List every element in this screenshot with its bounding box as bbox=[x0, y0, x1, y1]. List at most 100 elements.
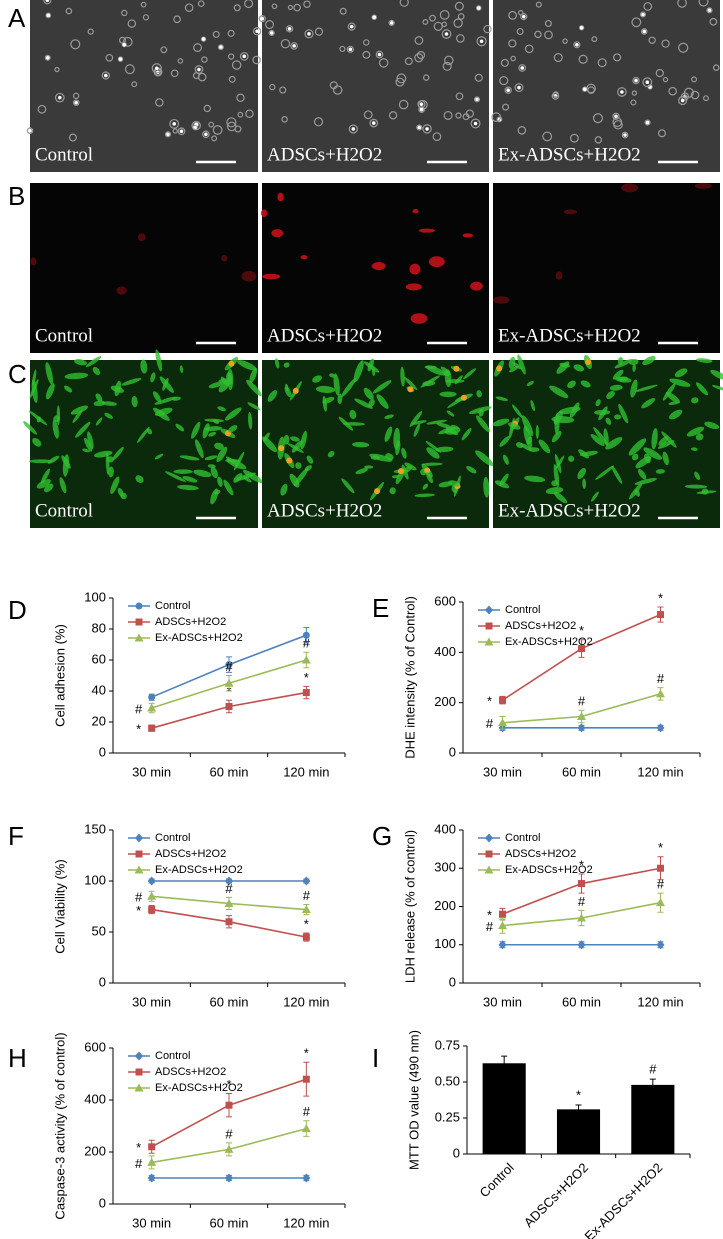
cell bbox=[528, 447, 540, 452]
cell bbox=[228, 425, 238, 433]
image-label: ADSCs+H2O2 bbox=[267, 325, 382, 346]
cell bbox=[404, 57, 413, 66]
cell bbox=[369, 118, 379, 128]
cell bbox=[45, 12, 52, 19]
cell bbox=[419, 102, 424, 106]
cell bbox=[438, 481, 453, 488]
cell bbox=[455, 92, 464, 101]
cell bbox=[226, 117, 237, 128]
cell bbox=[114, 380, 122, 397]
cell bbox=[150, 372, 156, 383]
cell bbox=[573, 41, 581, 49]
cell bbox=[578, 54, 588, 64]
significance: # bbox=[657, 671, 665, 686]
cell bbox=[621, 183, 639, 193]
significance: * bbox=[226, 1077, 231, 1092]
cell bbox=[346, 45, 354, 53]
cell bbox=[62, 454, 70, 477]
cell bbox=[378, 58, 389, 68]
cell bbox=[140, 359, 148, 374]
cell bbox=[446, 410, 455, 417]
cell bbox=[579, 450, 598, 457]
cell bbox=[413, 423, 421, 438]
cell bbox=[329, 373, 336, 378]
cell bbox=[577, 467, 587, 479]
cell bbox=[508, 10, 518, 20]
marker bbox=[224, 678, 234, 687]
significance: # bbox=[135, 701, 143, 716]
cell bbox=[397, 468, 404, 475]
cell bbox=[200, 36, 207, 42]
x-tick-label: 30 min bbox=[132, 764, 171, 779]
cell bbox=[410, 313, 428, 324]
cell bbox=[521, 14, 526, 19]
cell bbox=[684, 484, 708, 489]
marker bbox=[225, 661, 233, 669]
marker bbox=[577, 712, 586, 721]
cell bbox=[591, 491, 599, 502]
cell bbox=[353, 360, 364, 383]
cell bbox=[454, 375, 463, 385]
cell bbox=[59, 477, 67, 494]
cell bbox=[422, 19, 429, 25]
micrograph bbox=[493, 0, 720, 172]
cell bbox=[526, 380, 534, 387]
cell bbox=[333, 373, 340, 396]
legend-label: ADSCs+H2O2 bbox=[505, 848, 576, 860]
cell bbox=[70, 405, 89, 415]
cell bbox=[46, 13, 51, 18]
cell bbox=[347, 22, 356, 31]
cell bbox=[291, 440, 303, 453]
cell bbox=[421, 462, 443, 466]
cell bbox=[416, 50, 426, 60]
marker bbox=[302, 1173, 311, 1183]
cell bbox=[269, 31, 274, 35]
cell bbox=[197, 67, 201, 72]
cell bbox=[28, 459, 53, 464]
cell bbox=[280, 483, 288, 496]
cell bbox=[696, 358, 713, 363]
y-tick-label: 0 bbox=[99, 974, 106, 989]
cell bbox=[520, 13, 528, 21]
cell bbox=[524, 44, 534, 54]
cell bbox=[628, 438, 647, 456]
marker bbox=[225, 918, 233, 926]
marker bbox=[147, 876, 156, 886]
cell bbox=[587, 86, 595, 95]
cell bbox=[661, 39, 670, 48]
cell bbox=[274, 358, 280, 369]
y-tick-label: 600 bbox=[84, 1039, 106, 1054]
marker bbox=[578, 645, 585, 653]
significance: # bbox=[225, 881, 233, 896]
legend-marker bbox=[485, 622, 493, 630]
cell bbox=[228, 360, 235, 367]
cell bbox=[439, 391, 457, 398]
legend-marker bbox=[135, 850, 143, 858]
cell bbox=[582, 478, 587, 489]
cell bbox=[40, 468, 51, 484]
cell bbox=[179, 455, 200, 461]
cell bbox=[197, 72, 207, 82]
micrograph bbox=[262, 0, 489, 172]
cell bbox=[643, 447, 662, 460]
cell bbox=[217, 476, 223, 487]
cell bbox=[598, 406, 608, 421]
cell bbox=[262, 436, 278, 453]
cell bbox=[506, 88, 510, 93]
cell bbox=[391, 475, 400, 479]
cell bbox=[286, 457, 293, 464]
cell bbox=[154, 396, 177, 405]
cell bbox=[352, 441, 370, 448]
marker bbox=[225, 703, 233, 710]
cell bbox=[242, 469, 264, 484]
cell bbox=[436, 422, 453, 429]
cell bbox=[152, 407, 170, 421]
cell bbox=[617, 356, 624, 365]
cell bbox=[23, 421, 37, 435]
marker bbox=[301, 655, 311, 664]
cell bbox=[245, 109, 254, 118]
cell bbox=[388, 111, 398, 120]
x-tick-label: 120 min bbox=[283, 1215, 329, 1230]
cell bbox=[95, 417, 103, 426]
cell bbox=[669, 409, 683, 420]
